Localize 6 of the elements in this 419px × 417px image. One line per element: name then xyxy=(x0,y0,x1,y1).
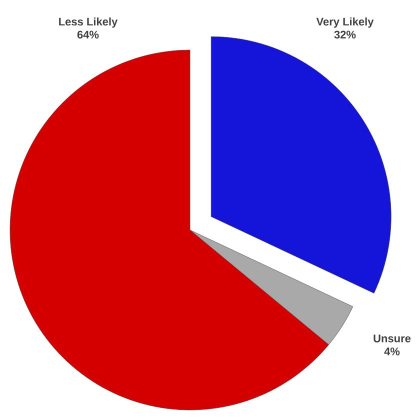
data-label: 32% xyxy=(334,30,356,39)
data-label: 4% xyxy=(384,348,400,356)
slice-label: Very Likely xyxy=(316,17,374,28)
slice-label: Less Likely xyxy=(59,17,118,28)
data-label: 64% xyxy=(77,30,99,39)
slice-label: Unsure xyxy=(374,334,411,342)
